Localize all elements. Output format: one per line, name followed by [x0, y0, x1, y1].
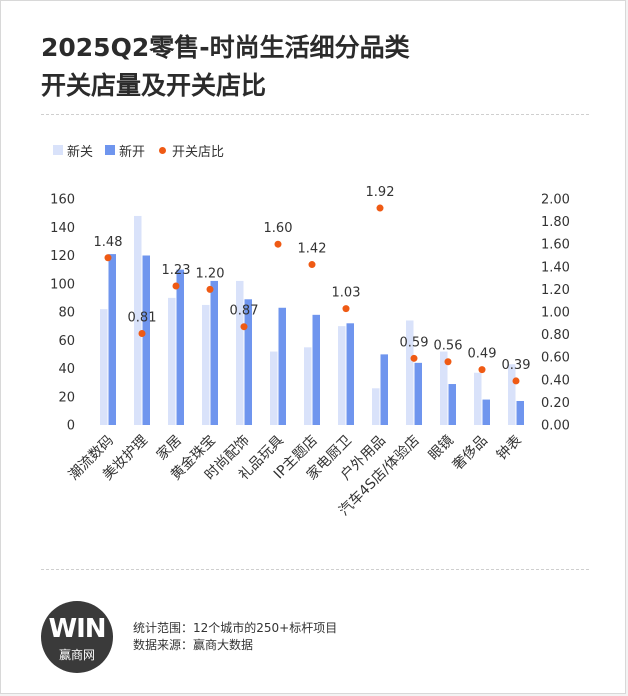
- ratio-data-label: 1.23: [162, 263, 191, 278]
- ratio-data-label: 1.60: [264, 221, 293, 236]
- ratio-point: [172, 282, 180, 290]
- bar-opened: [346, 323, 354, 425]
- ratio-point: [274, 240, 282, 248]
- brand-logo: WIN 赢商网: [41, 601, 113, 673]
- legend-item-ratio: 开关店比: [157, 141, 224, 160]
- ratio-data-label: 0.56: [434, 339, 463, 354]
- y-right-tick-label: 1.60: [541, 238, 570, 253]
- ratio-data-label: 1.42: [298, 242, 327, 257]
- ratio-data-label: 1.20: [196, 266, 225, 281]
- ratio-data-label: 0.81: [128, 310, 157, 325]
- bar-opened: [278, 307, 286, 425]
- ratio-data-label: 0.39: [502, 358, 531, 373]
- bottom-divider: [41, 569, 589, 570]
- ratio-point: [308, 261, 316, 269]
- logo-text: 赢商网: [58, 648, 95, 662]
- legend-label-opened: 新开: [119, 144, 146, 160]
- ratio-point: [240, 323, 248, 331]
- ratio-point: [512, 377, 520, 385]
- bar-opened: [312, 314, 320, 425]
- ratio-point: [206, 285, 214, 293]
- bar-opened: [142, 255, 150, 425]
- bar-closed: [168, 297, 176, 425]
- bar-opened: [414, 362, 422, 425]
- bar-closed: [338, 326, 346, 425]
- bar-closed: [236, 280, 244, 425]
- x-tick-label: 奢侈品: [450, 433, 491, 474]
- chart-legend: 新关 新开 开关店比: [53, 140, 236, 160]
- bar-opened: [516, 400, 524, 425]
- bar-opened: [380, 354, 388, 425]
- bar-closed: [202, 304, 210, 425]
- bar-closed: [304, 347, 312, 425]
- bar-closed: [372, 388, 380, 425]
- y-right-tick-label: 0.20: [541, 396, 570, 411]
- y-left-tick-label: 60: [58, 334, 75, 349]
- ratio-point: [478, 366, 486, 374]
- legend-marker-ratio: [159, 146, 167, 154]
- bar-closed: [134, 215, 142, 425]
- footer-notes: 统计范围：12个城市的250+标杆项目 数据来源：赢商大数据: [133, 620, 337, 654]
- ratio-data-label: 1.03: [332, 286, 361, 301]
- y-right-tick-label: 1.20: [541, 283, 570, 298]
- y-right-tick-label: 0.60: [541, 351, 570, 366]
- title-line-2: 开关店量及开关店比: [41, 71, 267, 100]
- y-left-tick-label: 160: [50, 193, 75, 208]
- bar-closed: [100, 309, 108, 425]
- ratio-data-label: 0.87: [230, 304, 259, 319]
- bar-opened: [176, 269, 184, 425]
- y-right-tick-label: 1.40: [541, 260, 570, 275]
- bar-opened: [108, 254, 116, 425]
- legend-swatch-closed: [53, 145, 63, 155]
- bar-closed: [508, 364, 516, 425]
- footer-source: 数据来源：赢商大数据: [133, 638, 254, 652]
- bar-opened: [210, 280, 218, 425]
- ratio-data-label: 1.48: [94, 235, 123, 250]
- y-left-tick-label: 0: [67, 419, 75, 434]
- top-divider: [41, 114, 589, 115]
- title-line-1: 2025Q2零售-时尚生活细分品类: [41, 33, 410, 62]
- ratio-point: [342, 305, 350, 313]
- y-right-tick-label: 0.80: [541, 328, 570, 343]
- y-right-tick-label: 2.00: [541, 193, 570, 208]
- chart-plot: 0 20 40 60 80 100 120 140 160 0.00 0.20 0.40 0.60 0.8…: [50, 185, 570, 519]
- legend-label-ratio: 开关店比: [172, 144, 225, 160]
- bar-closed: [270, 351, 278, 425]
- ratio-point: [138, 329, 146, 337]
- legend-item-closed: 新关: [53, 141, 93, 160]
- footer-scope: 统计范围：12个城市的250+标杆项目: [133, 621, 338, 635]
- legend-item-opened: 新开: [105, 141, 145, 160]
- bar-opened: [244, 299, 252, 425]
- y-left-tick-label: 140: [50, 221, 75, 236]
- bar-closed: [474, 372, 482, 425]
- bar-closed: [440, 351, 448, 425]
- ratio-data-label: 0.59: [400, 335, 429, 350]
- y-left-tick-label: 120: [50, 249, 75, 264]
- legend-swatch-opened: [105, 145, 116, 155]
- bar-opened: [482, 399, 490, 425]
- y-right-tick-label: 1.00: [541, 306, 570, 321]
- ratio-data-label: 1.92: [366, 185, 395, 200]
- y-right-tick-label: 0.40: [541, 373, 570, 388]
- ratio-data-label: 0.49: [468, 347, 497, 362]
- ratio-point: [104, 254, 112, 262]
- chart-title: 2025Q2零售-时尚生活细分品类 开关店量及开关店比: [41, 29, 410, 105]
- ratio-point: [444, 358, 452, 366]
- ratio-point: [410, 354, 418, 362]
- bar-opened: [448, 384, 456, 425]
- x-tick-label: 钟表: [493, 432, 525, 464]
- y-left-tick-label: 40: [58, 362, 75, 377]
- logo-mark: WIN: [48, 614, 106, 644]
- y-right-tick-label: 1.80: [541, 215, 570, 230]
- ratio-point: [376, 204, 384, 212]
- y-right-tick-label: 0.00: [541, 419, 570, 434]
- y-left-tick-label: 100: [50, 277, 75, 292]
- y-left-tick-label: 20: [58, 390, 75, 405]
- y-left-tick-label: 80: [58, 306, 75, 321]
- bar-closed: [406, 320, 414, 425]
- legend-label-closed: 新关: [67, 144, 94, 160]
